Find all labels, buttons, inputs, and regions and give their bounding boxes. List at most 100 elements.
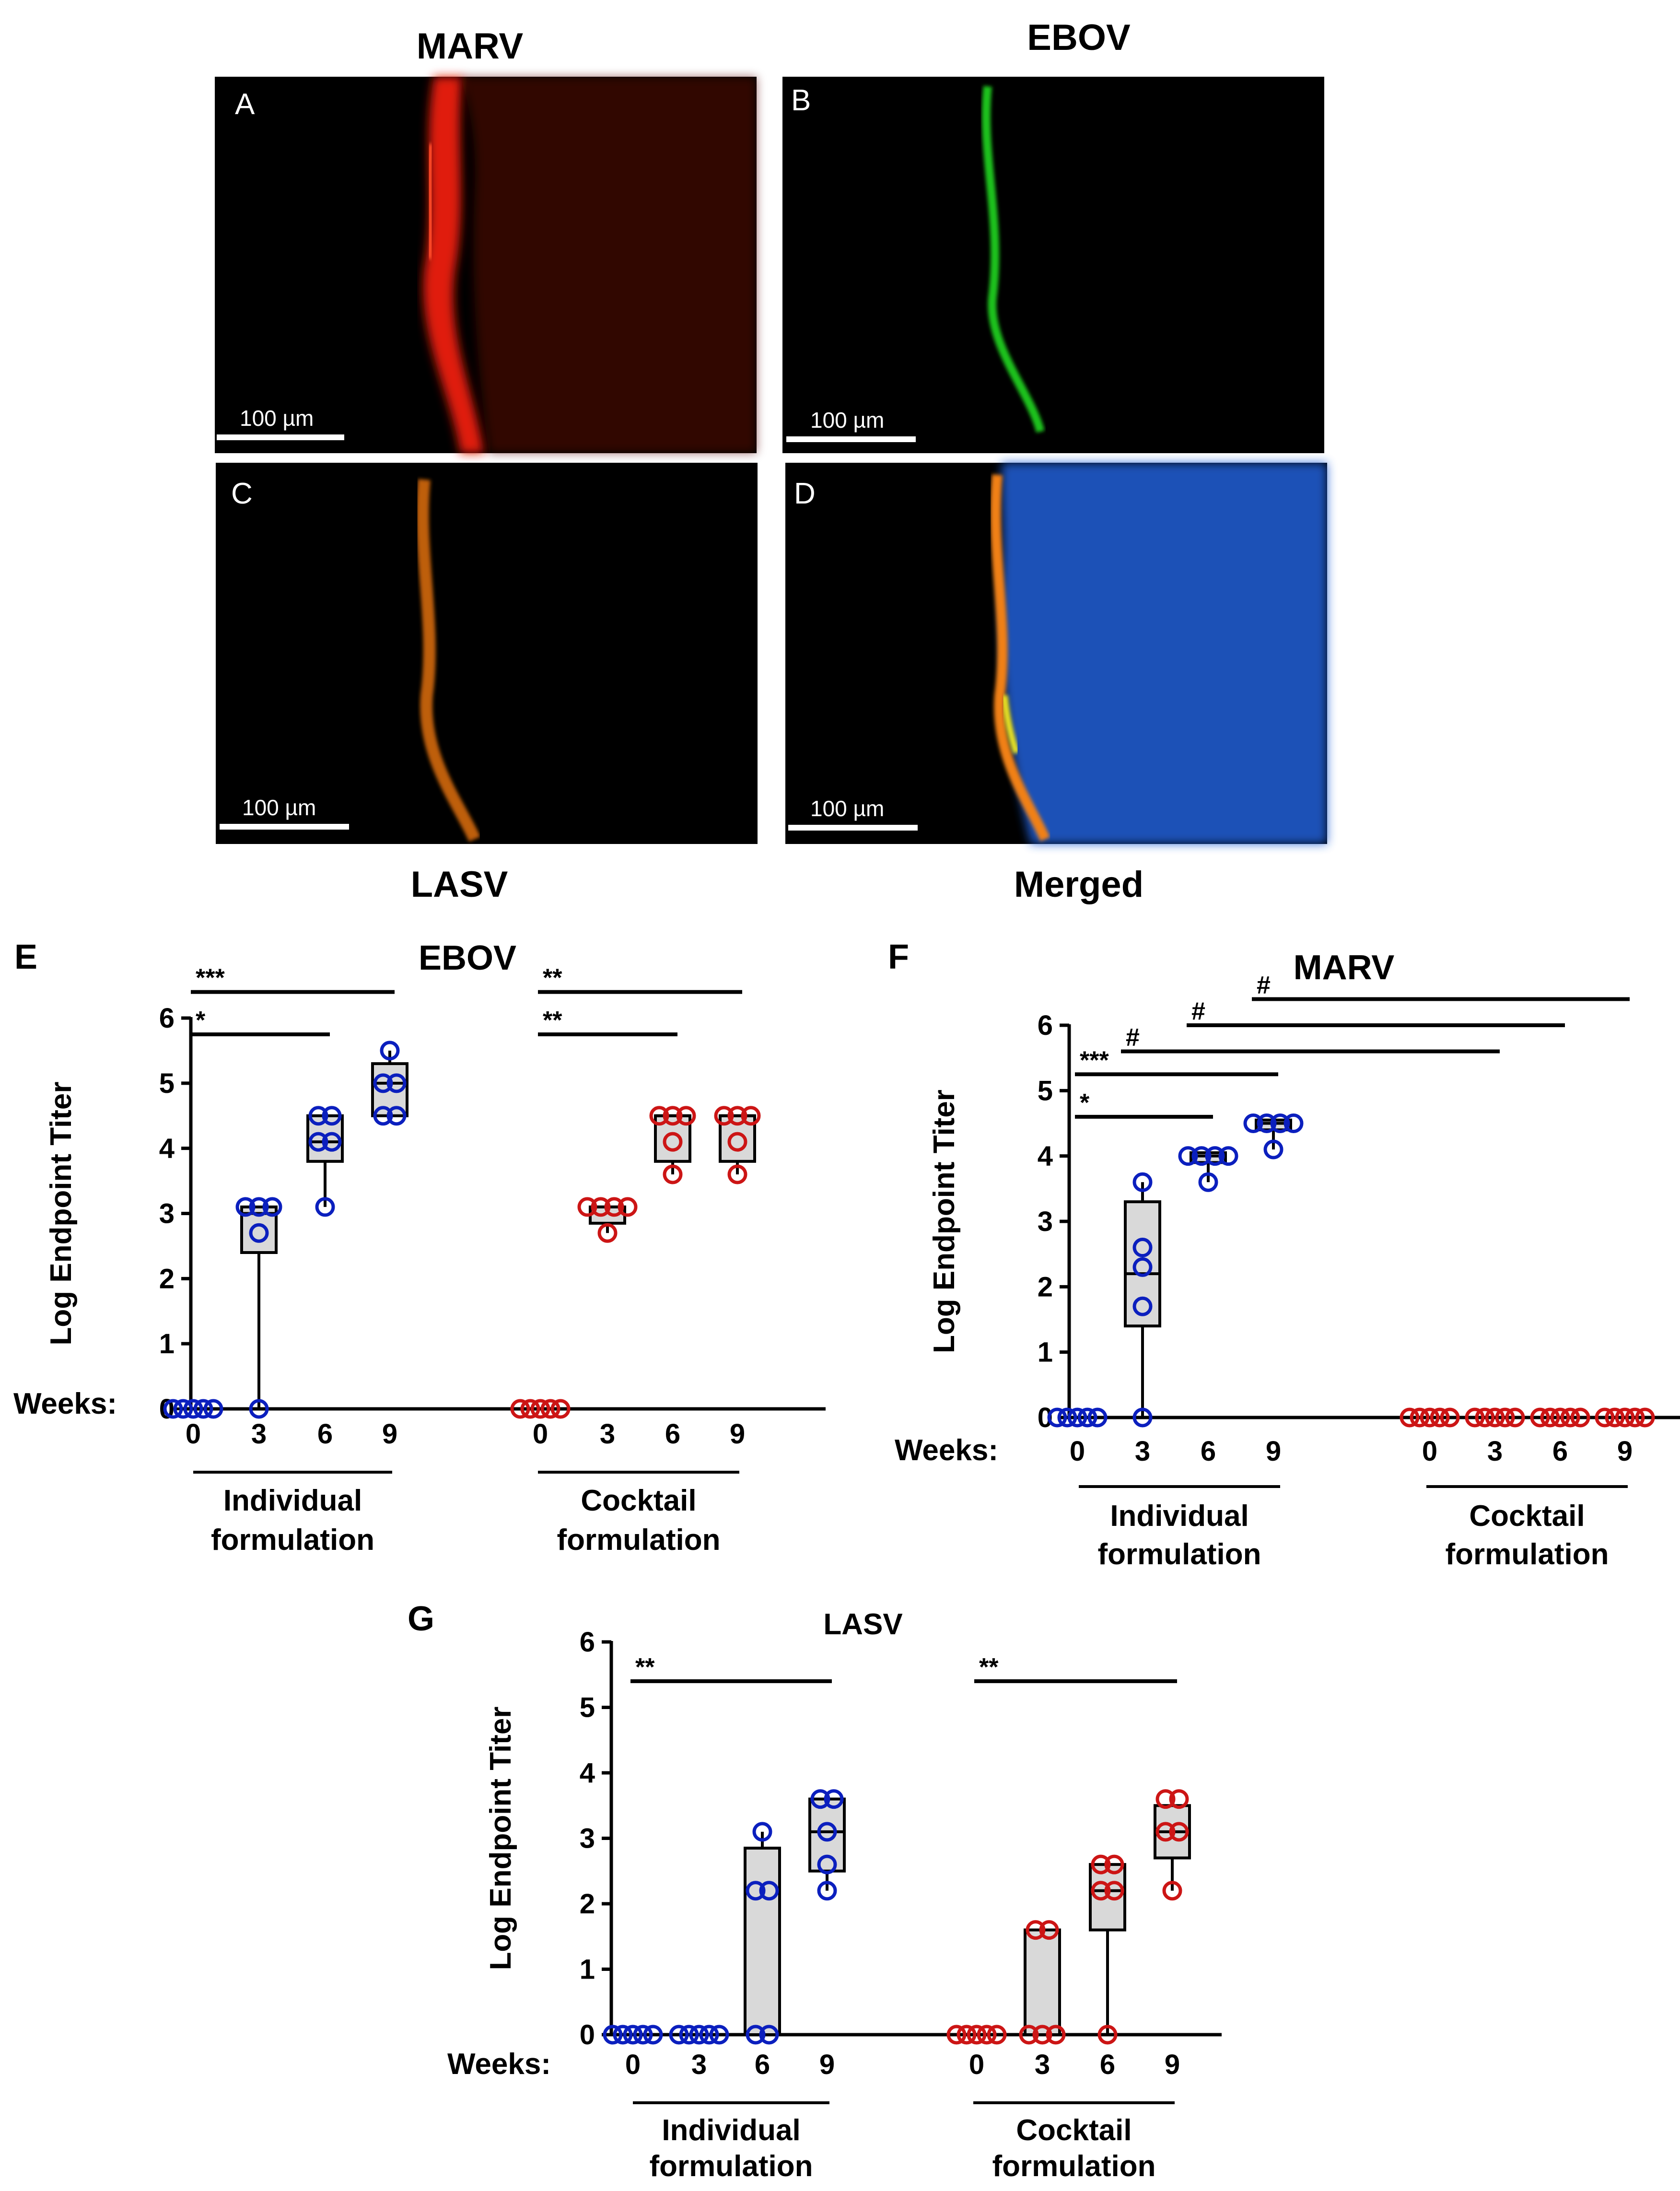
box-3 [1019,1920,1066,2045]
data-point [618,1197,638,1217]
data-point [386,1073,407,1093]
data-point [386,1106,407,1126]
scale-bar-d [788,825,918,831]
significance-label: ** [543,964,562,992]
box-iqr [1124,1200,1161,1328]
y-tick-label: 0 [159,1394,175,1425]
panel-letter-b: B [791,84,811,117]
y-tick-label: 6 [1038,1010,1053,1041]
box-0 [163,1399,223,1419]
significance-label: ** [635,1653,655,1681]
data-point [663,1132,683,1152]
y-axis-label: Log Endpoint Titer [484,1707,517,1970]
data-point [1132,1257,1153,1277]
data-point [1205,1146,1225,1166]
x-tick-label: 0 [533,1418,548,1450]
weeks-label: Weeks: [13,1387,117,1420]
weeks-label: Weeks: [895,1434,998,1467]
data-point [1263,1139,1283,1160]
data-point [1026,1920,1046,1940]
data-point [1550,1407,1570,1428]
box-0 [946,2025,1007,2045]
data-point [633,2025,653,2045]
data-point [752,1822,772,1842]
data-point [977,2025,997,2045]
data-point [709,2025,729,2045]
data-point [1218,1146,1238,1166]
data-point [817,1881,837,1901]
data-point [714,1106,734,1126]
data-point [1032,2025,1052,2045]
micrograph-panel-d: D 100 µm [785,463,1327,844]
data-point [1475,1407,1495,1428]
data-point [1410,1407,1430,1428]
data-point [1440,1407,1460,1428]
box-6 [1178,1146,1238,1192]
y-tick-label: 2 [580,1888,595,1920]
chart-title-e: EBOV [419,939,516,977]
data-point [597,1223,618,1243]
data-point [1169,1822,1189,1842]
x-tick-label: 0 [1422,1436,1437,1467]
data-point [1243,1113,1263,1133]
x-tick-label: 0 [969,2049,984,2080]
data-point [1077,1407,1097,1428]
data-point [1465,1407,1485,1428]
x-tick-label: 9 [382,1418,397,1450]
data-point [663,1106,683,1126]
data-point [746,1881,766,1901]
data-point [676,1106,696,1126]
data-point [262,1197,282,1217]
group-label: formulation [211,1523,374,1557]
y-tick-label: 6 [580,1627,595,1658]
data-point [1155,1822,1176,1842]
data-point [510,1399,530,1419]
data-point [817,1822,837,1842]
significance-label: *** [196,964,225,992]
data-point [1132,1296,1153,1316]
data-point [1132,1238,1153,1258]
group-label: Cocktail [1016,2114,1132,2147]
y-tick-label: 3 [1038,1206,1053,1237]
chart-marv: 0 1 2 3 4 5 6 Log Endpoint Titer Weeks: 0 3 6 9 Indiv… [895,971,1680,1571]
box-9 [1595,1407,1655,1428]
x-tick-label: 6 [317,1418,333,1450]
scale-label-c: 100 µm [242,795,316,820]
box-6 [1089,1854,1126,2045]
data-point [604,1197,624,1217]
data-point [810,1789,830,1809]
data-point [689,2025,709,2045]
micrograph-title-marv: MARV [417,26,524,67]
y-tick-label: 4 [580,1757,595,1789]
significance-label: # [1257,971,1271,999]
data-point [1505,1407,1525,1428]
box-0 [1400,1407,1460,1428]
data-point [623,2025,643,2045]
x-tick-label: 9 [1165,2049,1180,2080]
data-point [1560,1407,1580,1428]
group-label: formulation [557,1523,721,1557]
data-point [663,1164,683,1184]
y-tick-label: 4 [159,1133,175,1164]
data-point [1132,1172,1153,1192]
box-6 [306,1106,344,1217]
significance-label: *** [1080,1046,1109,1074]
significance-label: # [1191,997,1205,1025]
data-point [193,1399,213,1419]
box-6 [649,1106,696,1184]
box-3 [669,2025,729,2045]
x-tick-label: 6 [755,2049,770,2080]
y-tick-label: 2 [159,1263,175,1294]
chart-title-f: MARV [1294,949,1395,987]
x-tick-label: 0 [186,1418,201,1450]
x-tick-label: 3 [251,1418,267,1450]
box-iqr [1024,1928,1061,2037]
data-point [1057,1407,1077,1428]
chart-letter-g: G [408,1600,434,1638]
chart-letter-f: F [888,938,909,976]
chart-ebov: 0 1 2 3 4 5 6 Log Endpoint Titer Weeks: 0 3 6 9 Indiv… [13,964,826,1557]
data-point [1047,1407,1067,1428]
data-point [540,1399,560,1419]
box-6 [744,1822,781,2045]
data-point [1495,1407,1515,1428]
